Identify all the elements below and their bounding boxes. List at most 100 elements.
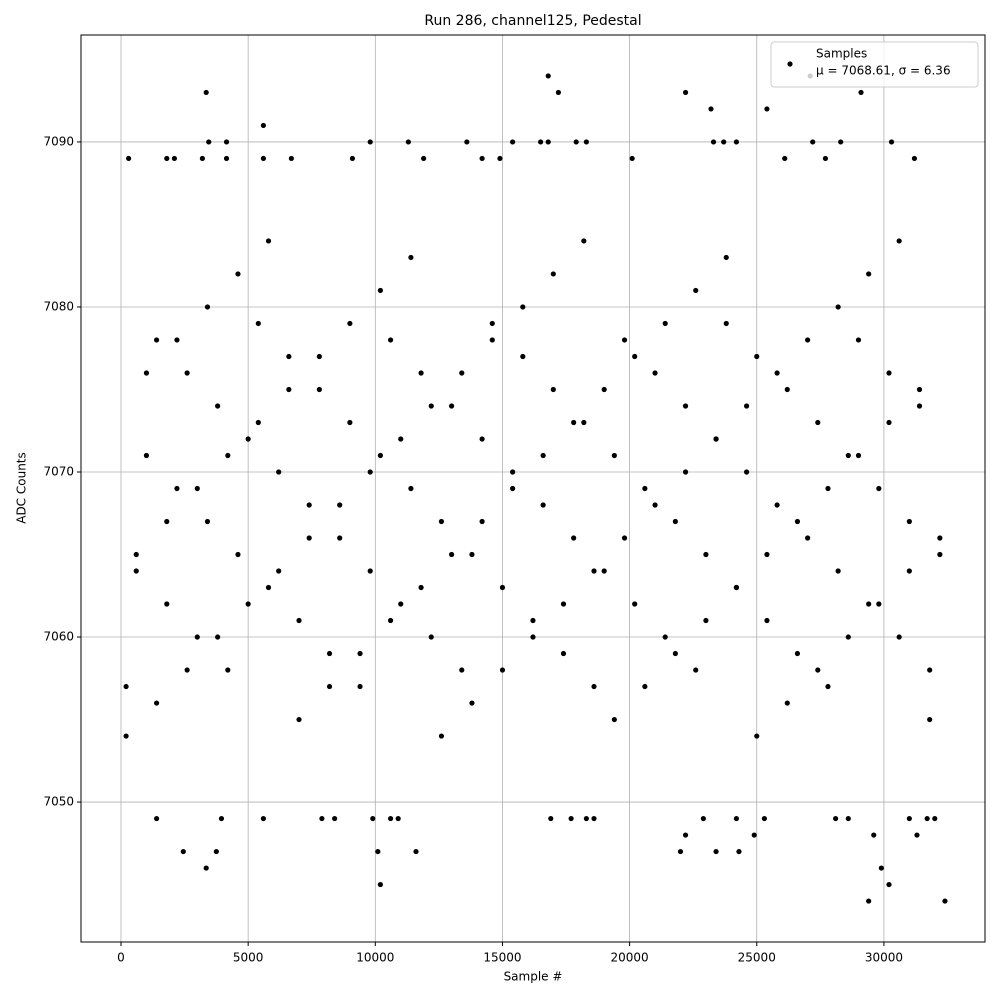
data-point: [805, 337, 811, 343]
y-tick-label: 7070: [43, 464, 74, 478]
data-point: [387, 815, 394, 822]
data-point: [571, 535, 577, 541]
data-point: [710, 139, 717, 145]
data-point: [428, 403, 434, 409]
data-point: [245, 601, 251, 607]
legend-label: Samples: [816, 47, 867, 61]
y-tick-label: 7090: [43, 134, 74, 148]
data-point: [204, 518, 211, 525]
data-point: [215, 403, 221, 409]
data-point: [370, 815, 376, 822]
data-point: [510, 469, 516, 475]
data-point: [530, 617, 536, 624]
data-point: [265, 238, 272, 244]
data-point: [357, 683, 363, 690]
data-point: [782, 155, 788, 162]
data-point: [914, 832, 920, 838]
data-point: [855, 337, 862, 343]
data-point: [164, 601, 170, 607]
data-point: [932, 815, 938, 822]
data-point: [418, 370, 424, 376]
data-point: [296, 716, 302, 723]
data-point: [469, 700, 475, 706]
data-point: [479, 436, 485, 442]
data-point: [621, 337, 628, 343]
data-point: [143, 370, 150, 376]
data-point: [555, 89, 562, 96]
data-point: [866, 271, 872, 277]
data-point: [510, 485, 516, 492]
data-point: [774, 370, 780, 376]
y-tick-label: 7080: [43, 299, 74, 313]
data-point: [286, 386, 292, 393]
data-point: [832, 815, 839, 822]
data-point: [672, 650, 678, 657]
x-tick-label: 5000: [233, 951, 264, 965]
data-point: [784, 386, 790, 393]
data-point: [581, 238, 587, 244]
data-point: [154, 337, 160, 343]
y-tick-label: 7050: [43, 795, 74, 809]
data-point: [743, 403, 750, 409]
data-point: [805, 535, 811, 541]
data-point: [347, 419, 353, 426]
data-point: [520, 304, 526, 310]
data-point: [876, 485, 882, 492]
legend-marker: [787, 61, 793, 67]
data-point: [942, 898, 948, 904]
data-point: [540, 452, 546, 459]
data-point: [377, 287, 383, 294]
data-point: [581, 419, 587, 426]
data-point: [479, 155, 485, 162]
data-point: [825, 485, 831, 492]
data-point: [815, 667, 821, 673]
data-point: [316, 353, 322, 360]
data-point: [721, 139, 727, 145]
data-point: [395, 815, 401, 822]
data-point: [858, 89, 864, 96]
data-point: [260, 815, 267, 822]
data-point: [387, 337, 394, 343]
data-point: [421, 155, 427, 162]
data-point: [438, 733, 445, 739]
data-point: [878, 865, 884, 871]
data-point: [203, 865, 209, 871]
data-point: [632, 601, 638, 607]
data-point: [332, 815, 338, 822]
data-point: [499, 667, 506, 673]
data-point: [387, 617, 394, 624]
data-point: [206, 139, 212, 145]
data-point: [583, 139, 589, 145]
data-point: [937, 551, 943, 558]
data-point: [703, 551, 709, 558]
data-point: [573, 139, 579, 145]
data-point: [713, 848, 719, 855]
data-point: [672, 518, 678, 525]
data-point: [916, 386, 923, 393]
data-point: [377, 881, 383, 888]
data-point: [203, 89, 209, 96]
data-point: [235, 271, 241, 277]
data-point: [218, 815, 225, 822]
data-point: [794, 650, 801, 657]
data-point: [276, 568, 282, 574]
data-point: [871, 832, 877, 838]
data-point: [886, 419, 892, 426]
data-point: [927, 667, 933, 673]
data-point: [906, 815, 912, 822]
data-point: [550, 386, 556, 393]
data-point: [845, 634, 851, 640]
data-point: [845, 815, 851, 822]
data-point: [204, 304, 211, 310]
data-point: [629, 155, 635, 162]
data-point: [835, 304, 841, 310]
data-point: [916, 403, 923, 409]
data-point: [367, 568, 373, 574]
data-point: [937, 535, 943, 541]
y-tick-label: 7060: [43, 630, 74, 644]
data-point: [489, 337, 495, 343]
data-point: [235, 551, 241, 558]
data-point: [548, 815, 554, 822]
data-point: [398, 436, 404, 442]
